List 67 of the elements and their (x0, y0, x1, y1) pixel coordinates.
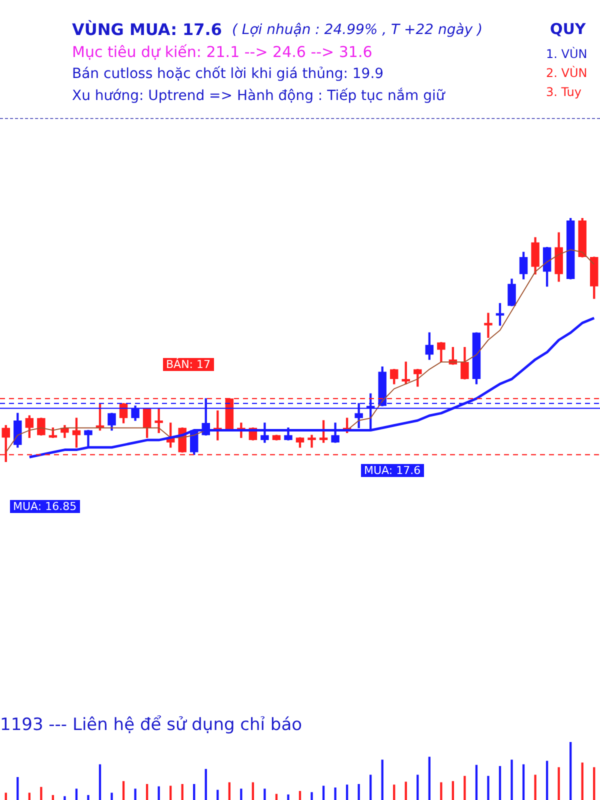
bar (358, 784, 360, 800)
bar (40, 786, 42, 800)
bar (487, 776, 490, 800)
bar (181, 784, 184, 800)
bar (240, 788, 242, 800)
bar (428, 756, 430, 800)
bar (170, 786, 172, 800)
bar (393, 784, 396, 800)
text: VÙNG MUA: 17.6 (72, 20, 222, 39)
text: Bán cutloss hoặc chốt lời khi giá thủng: 19.9 (72, 66, 384, 82)
text: 1193 --- Liên hệ để sử dụng chỉ báo (0, 715, 302, 735)
bar (510, 760, 513, 800)
candlestick (154, 408, 163, 434)
candlestick (484, 312, 492, 338)
bar (546, 760, 548, 800)
bar (158, 786, 160, 800)
bar (52, 795, 54, 800)
bar (64, 796, 66, 800)
bar (370, 774, 372, 800)
bar (252, 782, 254, 800)
bar (534, 774, 536, 800)
bar (334, 787, 336, 800)
bar (581, 762, 584, 800)
bar (4, 792, 7, 800)
bar (404, 782, 407, 800)
bar (475, 764, 478, 800)
bar (87, 795, 90, 800)
bar (416, 774, 419, 800)
bar (593, 767, 596, 800)
bar (75, 788, 78, 800)
bar (204, 768, 207, 800)
bar (110, 792, 113, 800)
bar (216, 790, 219, 800)
bar (440, 782, 442, 800)
bar (122, 781, 125, 800)
bar (275, 794, 278, 800)
text: Xu hướng: Uptrend => Hành động : Tiếp tục nắm giữ (72, 88, 445, 104)
text: 2. VÙN (546, 66, 588, 80)
bar (570, 742, 572, 800)
text: QUY (550, 20, 586, 38)
text: ( Lợi nhuận : 24.99% , T +22 ngày ) (232, 22, 483, 38)
bar (310, 792, 313, 800)
bar (558, 767, 560, 800)
bar (134, 788, 136, 800)
bar (287, 794, 290, 800)
bar (381, 760, 384, 800)
annotation: BÁN: 17 (163, 358, 214, 371)
bar (228, 782, 230, 800)
text: MUA: 16.85 (10, 500, 80, 513)
bar (28, 792, 30, 800)
bar (98, 764, 102, 800)
bar (464, 776, 466, 800)
text: Mục tiêu dự kiến: 21.1 --> 24.6 --> 31.6 (72, 43, 372, 61)
bar (498, 766, 502, 800)
bar (322, 786, 325, 800)
text: MUA: 17.6 (361, 464, 424, 477)
text: 3. Tuy (546, 85, 582, 99)
bar (298, 790, 302, 800)
text: 1. VÙN (546, 47, 588, 61)
bar (16, 777, 19, 800)
bar (146, 784, 148, 800)
bar (452, 781, 454, 800)
bar (346, 784, 348, 800)
bar (193, 784, 196, 800)
bar (264, 788, 266, 800)
candlestick (308, 434, 316, 448)
bar (522, 764, 525, 800)
